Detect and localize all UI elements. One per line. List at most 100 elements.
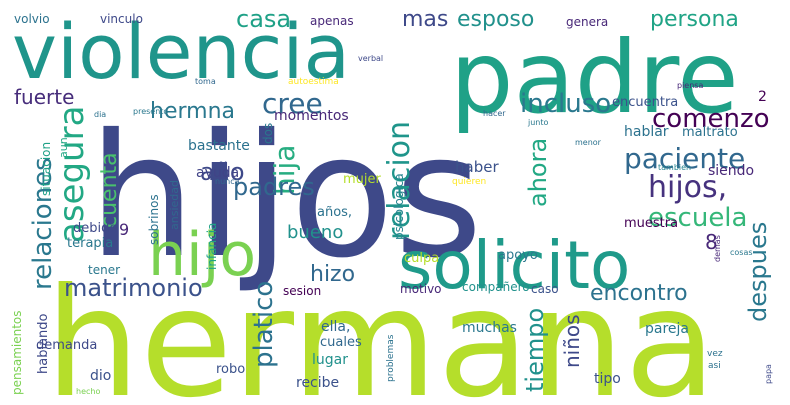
cloud-word: apoyo [498, 248, 538, 263]
cloud-word: problemas [386, 334, 396, 382]
cloud-word: motivo [400, 282, 442, 296]
cloud-word: lugar [312, 352, 348, 368]
cloud-word: padres [233, 173, 315, 201]
cloud-word: pensamientos [10, 310, 24, 395]
cloud-word: cuales [320, 335, 362, 350]
cloud-word: dio [90, 368, 111, 384]
cloud-word: tambien [658, 163, 691, 172]
cloud-word: relacion [382, 121, 417, 240]
cloud-word: apenas [310, 14, 354, 28]
cloud-word: hablar [624, 124, 669, 140]
cloud-word: piensa [677, 81, 703, 90]
cloud-word: momentos [274, 108, 349, 124]
cloud-word: haber [455, 158, 499, 176]
cloud-word: demanda [36, 338, 97, 353]
cloud-word: año [200, 158, 245, 186]
cloud-word: nunca [215, 177, 240, 186]
cloud-word: fuerte [14, 85, 74, 109]
cloud-word: ansiedad [168, 180, 181, 230]
cloud-word: debido [73, 221, 117, 236]
cloud-word: papa [764, 364, 773, 384]
cloud-word: encontro [590, 281, 688, 306]
cloud-word: pareja [645, 321, 689, 337]
cloud-word: solicito [398, 227, 630, 304]
cloud-word: padre [450, 19, 739, 136]
cloud-word: recibe [296, 375, 339, 391]
cloud-word: despues [744, 222, 772, 322]
cloud-word: vez [707, 349, 723, 359]
cloud-word: asi [708, 361, 721, 371]
cloud-word: violencia [12, 7, 350, 96]
cloud-word: 2 [758, 89, 767, 105]
cloud-word: hecho [76, 387, 100, 396]
cloud-word: paciente [624, 142, 745, 175]
cloud-word: niños [560, 314, 584, 368]
cloud-word: situacion [39, 142, 53, 196]
cloud-word: vinculo [100, 12, 143, 26]
cloud-word: mas [402, 7, 448, 32]
cloud-word: cuenta [97, 152, 122, 228]
cloud-word: psicologica [392, 173, 406, 240]
cloud-word: culpa [404, 251, 439, 266]
cloud-word: hablando [36, 313, 51, 374]
cloud-word: sobrinos [147, 194, 161, 245]
cloud-word: mujer [343, 172, 382, 187]
cloud-word: hermna [150, 99, 235, 124]
cloud-word: hacer [483, 109, 506, 118]
cloud-word: demas [713, 235, 722, 262]
cloud-word: tener [88, 263, 120, 277]
cloud-word: tipo [594, 371, 621, 387]
cloud-word: sesion [283, 284, 321, 298]
cloud-word: dos [261, 123, 275, 144]
cloud-word: robo [216, 362, 245, 377]
cloud-word: volvio [14, 12, 50, 26]
cloud-word: ahora [524, 138, 552, 207]
cloud-word: comenzo [652, 104, 770, 134]
cloud-word: muchas [462, 320, 517, 336]
cloud-word: hermana [45, 257, 716, 405]
cloud-word: siendo [708, 163, 754, 179]
cloud-word: genera [566, 15, 608, 29]
cloud-word: presento [133, 107, 168, 116]
cloud-word: muestra [624, 216, 678, 231]
cloud-word: años, [317, 205, 352, 220]
cloud-word: autoestima [288, 77, 339, 87]
cloud-word: platico [249, 281, 279, 368]
cloud-word: toma [195, 77, 216, 86]
cloud-word: 8 [705, 230, 718, 254]
cloud-word: matrimonio [64, 274, 203, 302]
cloud-word: verbal [358, 54, 383, 63]
cloud-word: tiempo [521, 308, 549, 392]
cloud-word: hijo [148, 220, 256, 290]
cloud-word: hijos [88, 98, 483, 296]
cloud-word: compañero [462, 280, 530, 294]
cloud-word: ayuda [196, 165, 239, 181]
cloud-word: hizo [310, 262, 355, 287]
cloud-word: encuentra [612, 95, 678, 110]
cloud-word: hijos, [648, 170, 727, 205]
cloud-word: esposo [457, 7, 534, 32]
cloud-word: cosas [730, 248, 753, 257]
cloud-word: aun [57, 137, 70, 158]
cloud-word: infancia [205, 223, 219, 270]
cloud-word: ella, [321, 319, 350, 335]
cloud-word: bueno [287, 222, 343, 243]
cloud-word: maltrato [682, 125, 738, 140]
cloud-word: 9 [119, 220, 129, 239]
cloud-word: dia [94, 110, 106, 119]
cloud-word: asegura [52, 106, 92, 243]
cloud-word: menor [575, 138, 602, 147]
cloud-word: terapia [67, 236, 113, 251]
cloud-word: bastante [188, 138, 250, 154]
cloud-word: relaciones [28, 157, 58, 290]
cloud-word: casa [236, 5, 291, 33]
cloud-word: caso [531, 282, 559, 296]
cloud-word: escuela [648, 203, 747, 233]
cloud-word: hija [268, 145, 301, 195]
cloud-word: junto [527, 118, 549, 127]
cloud-word: incluso [520, 89, 611, 119]
cloud-word: cree [262, 87, 323, 120]
cloud-word: quieren [452, 177, 486, 187]
